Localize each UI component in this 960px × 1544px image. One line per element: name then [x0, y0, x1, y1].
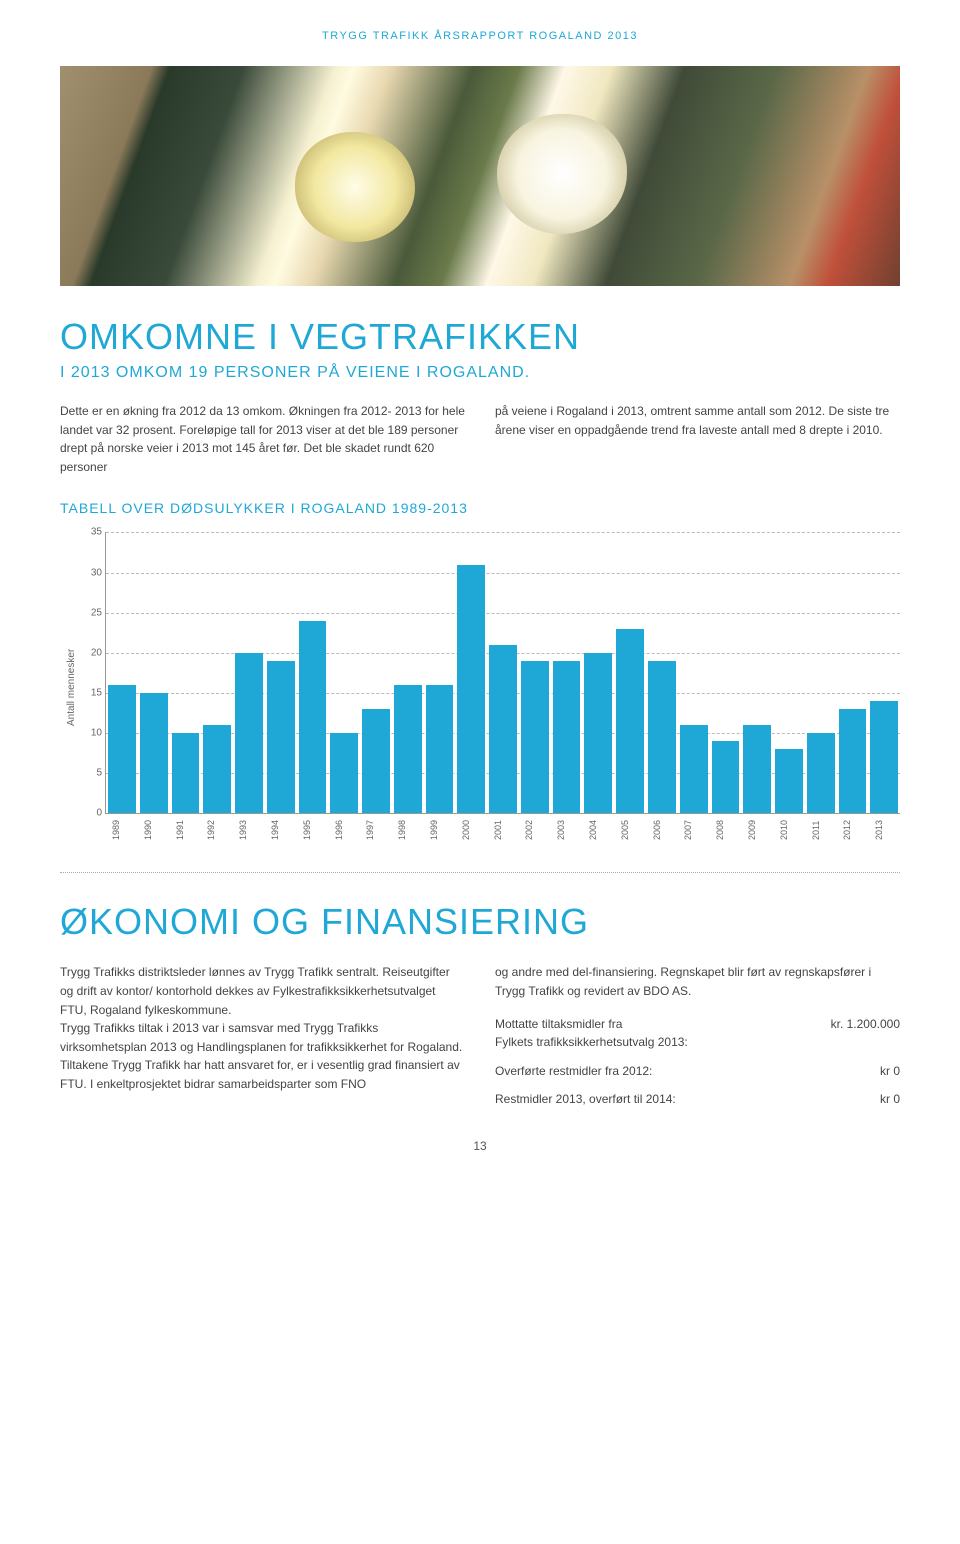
chart-bar [457, 565, 485, 814]
y-tick: 30 [91, 567, 106, 578]
report-header: TRYGG TRAFIKK ÅRSRAPPORT ROGALAND 2013 [60, 30, 900, 42]
chart-bar [235, 653, 263, 814]
chart-bar [807, 733, 835, 813]
x-tick: 2008 [715, 813, 743, 841]
chart-bar [108, 685, 136, 813]
x-tick: 1992 [206, 813, 234, 841]
section1-para-left: Dette er en økning fra 2012 da 13 omkom.… [60, 402, 465, 476]
hero-image [60, 66, 900, 286]
chart-bar [648, 661, 676, 814]
chart-bar [584, 653, 612, 814]
chart-bar [489, 645, 517, 814]
x-tick: 1997 [365, 813, 393, 841]
y-tick: 5 [96, 768, 106, 779]
x-tick: 2006 [652, 813, 680, 841]
section1-title: OMKOMNE I VEGTRAFIKKEN [60, 316, 900, 358]
x-tick: 2013 [874, 813, 902, 841]
x-tick: 1994 [270, 813, 298, 841]
section2-title: ØKONOMI OG FINANSIERING [60, 901, 900, 943]
section2-body: Trygg Trafikks distriktsleder lønnes av … [60, 963, 900, 1109]
x-tick: 2009 [747, 813, 775, 841]
chart-bar [775, 749, 803, 813]
x-tick: 2010 [779, 813, 807, 841]
x-tick: 2002 [524, 813, 552, 841]
divider [60, 872, 900, 873]
finance-label: Overførte restmidler fra 2012: [495, 1062, 880, 1081]
x-tick: 1996 [334, 813, 362, 841]
x-tick: 2003 [556, 813, 584, 841]
x-tick: 2012 [842, 813, 870, 841]
x-tick: 1998 [397, 813, 425, 841]
deaths-chart: Antall mennesker 05101520253035 19891990… [60, 532, 900, 842]
chart-bar [172, 733, 200, 813]
x-tick: 2007 [683, 813, 711, 841]
finance-value: kr. 1.200.000 [831, 1015, 900, 1052]
y-tick: 25 [91, 607, 106, 618]
chart-bar [521, 661, 549, 814]
section1-para-right: på veiene i Rogaland i 2013, omtrent sam… [495, 402, 900, 476]
chart-bar [394, 685, 422, 813]
chart-bar [839, 709, 867, 813]
x-tick: 1999 [429, 813, 457, 841]
section1-subtitle: I 2013 OMKOM 19 PERSONER PÅ VEIENE I ROG… [60, 364, 900, 382]
x-tick: 1995 [302, 813, 330, 841]
x-tick: 1993 [238, 813, 266, 841]
finance-row: Restmidler 2013, overført til 2014:kr 0 [495, 1090, 900, 1109]
chart-bar [362, 709, 390, 813]
chart-bar [330, 733, 358, 813]
chart-bar [426, 685, 454, 813]
section2-right-col: og andre med del-finansiering. Regnskape… [495, 963, 900, 1109]
x-tick: 1991 [175, 813, 203, 841]
chart-y-label: Antall mennesker [60, 532, 77, 842]
section2-para-left: Trygg Trafikks distriktsleder lønnes av … [60, 963, 465, 1109]
x-tick: 2004 [588, 813, 616, 841]
x-tick: 2011 [811, 813, 839, 841]
chart-bar [203, 725, 231, 813]
section2-para-right-intro: og andre med del-finansiering. Regnskape… [495, 963, 900, 1000]
x-tick: 1990 [143, 813, 171, 841]
chart-bar [712, 741, 740, 813]
chart-bar [616, 629, 644, 814]
y-tick: 35 [91, 527, 106, 538]
finance-value: kr 0 [880, 1062, 900, 1081]
chart-bar [870, 701, 898, 813]
finance-label: Restmidler 2013, overført til 2014: [495, 1090, 880, 1109]
finance-value: kr 0 [880, 1090, 900, 1109]
chart-bar [680, 725, 708, 813]
chart-bar [140, 693, 168, 813]
chart-bar [267, 661, 295, 814]
page-number: 13 [60, 1139, 900, 1153]
chart-bar [553, 661, 581, 814]
x-tick: 1989 [111, 813, 139, 841]
y-tick: 20 [91, 647, 106, 658]
section1-body: Dette er en økning fra 2012 da 13 omkom.… [60, 402, 900, 476]
y-tick: 15 [91, 687, 106, 698]
x-tick: 2000 [461, 813, 489, 841]
y-tick: 10 [91, 728, 106, 739]
x-tick: 2005 [620, 813, 648, 841]
finance-label: Mottatte tiltaksmidler fra Fylkets trafi… [495, 1015, 831, 1052]
chart-title: TABELL OVER DØDSULYKKER I ROGALAND 1989-… [60, 500, 900, 516]
chart-bar [299, 621, 327, 814]
finance-row: Overførte restmidler fra 2012:kr 0 [495, 1062, 900, 1081]
chart-bar [743, 725, 771, 813]
finance-row: Mottatte tiltaksmidler fra Fylkets trafi… [495, 1015, 900, 1052]
x-tick: 2001 [493, 813, 521, 841]
